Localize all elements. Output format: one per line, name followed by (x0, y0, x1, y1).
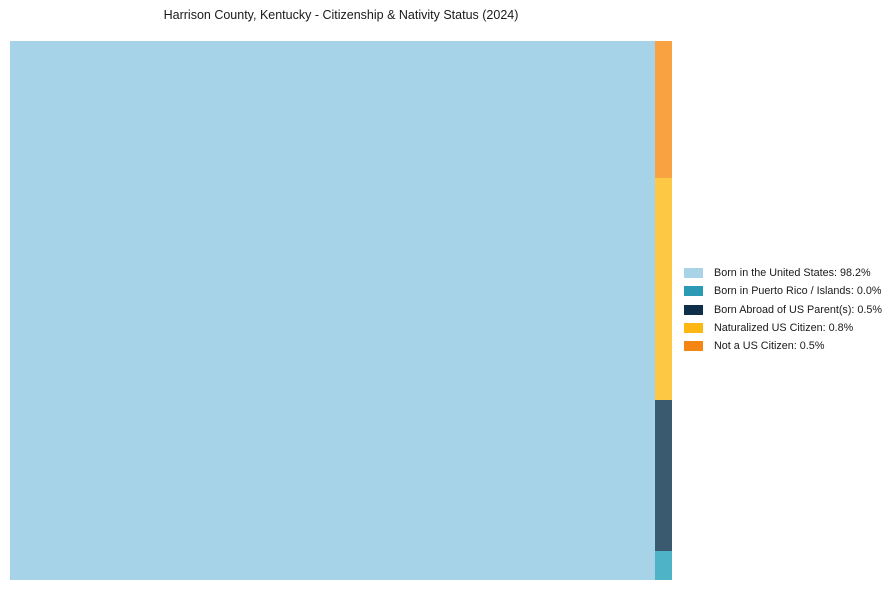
legend-swatch (684, 341, 703, 352)
treemap-segment-naturalized-us-citizen (655, 177, 672, 400)
legend-label: Born Abroad of US Parent(s): 0.5% (714, 303, 883, 316)
treemap-segment-born-in-puerto-rico-islands (655, 550, 672, 580)
legend-label: Not a US Citizen: 0.5% (714, 340, 825, 353)
legend-label: Born in Puerto Rico / Islands: 0.0% (714, 285, 882, 298)
treemap-segment-born-abroad-of-us-parent-s (655, 399, 672, 551)
legend-swatch (684, 286, 703, 297)
legend-swatch (684, 323, 703, 334)
treemap-strip (655, 41, 672, 580)
chart-title: Harrison County, Kentucky - Citizenship … (163, 8, 519, 22)
legend-item-naturalized-us-citizen: Naturalized US Citizen: 0.8% (684, 319, 882, 337)
legend: Born in the United States: 98.2% Born in … (684, 264, 882, 355)
legend-item-not-a-us-citizen: Not a US Citizen: 0.5% (684, 337, 882, 355)
legend-item-born-abroad-of-us-parent-s: Born Abroad of US Parent(s): 0.5% (684, 301, 882, 319)
legend-label: Naturalized US Citizen: 0.8% (714, 322, 854, 335)
legend-swatch (684, 268, 703, 279)
legend-label: Born in the United States: 98.2% (714, 267, 871, 280)
treemap-rect-born-in-the-united-states (10, 41, 655, 580)
legend-item-born-in-the-united-states: Born in the United States: 98.2% (684, 264, 882, 282)
treemap (10, 41, 672, 580)
legend-item-born-in-puerto-rico-islands: Born in Puerto Rico / Islands: 0.0% (684, 282, 882, 300)
legend-swatch (684, 304, 703, 315)
treemap-segment-not-a-us-citizen (655, 41, 672, 178)
